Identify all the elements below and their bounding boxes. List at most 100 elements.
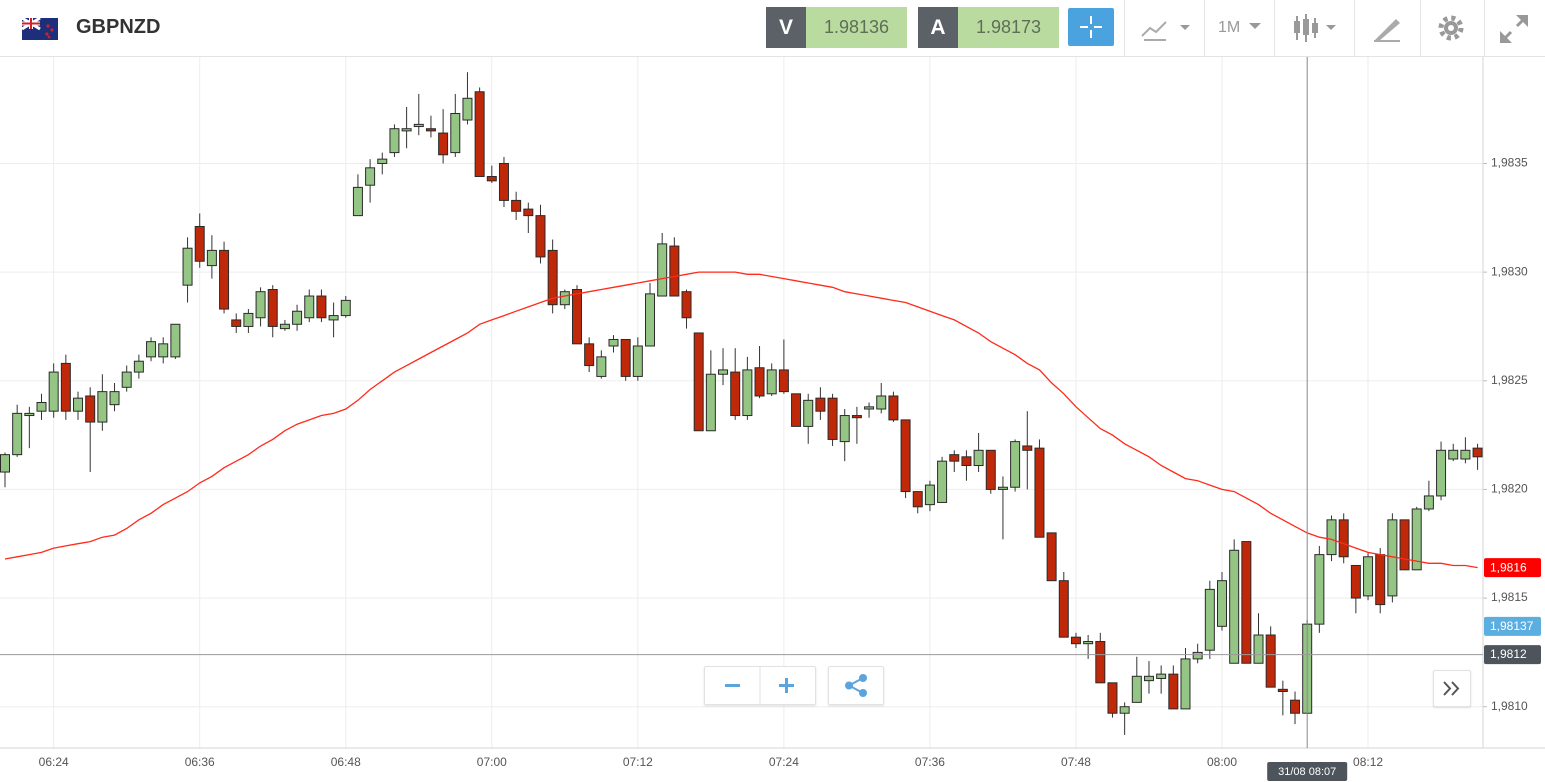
candle-body [1290,699,1301,714]
candle-body [1131,675,1142,703]
settings-button[interactable] [1436,13,1466,43]
chart-type-button[interactable] [1138,14,1194,42]
candle-body [864,406,875,410]
candle-body [304,295,315,319]
x-tick-label: 07:12 [623,755,653,769]
candle-body [511,199,522,212]
candle-body [109,391,120,406]
candle-body [669,245,680,297]
y-tick-label: 1,9815 [1491,590,1528,604]
candle-body [401,128,412,132]
candle-body [718,369,729,375]
candle-body [1217,580,1227,627]
candle-body [352,186,363,217]
candle-body [1046,532,1057,582]
candle-body [547,249,558,306]
candle-body [924,484,935,506]
crosshair-price-box [1484,645,1541,665]
candle-body [1010,441,1021,488]
scroll-end-button[interactable] [1433,670,1471,707]
candle-body [523,208,534,217]
sell-price: 1.98136 [806,7,907,48]
x-tick-label: 06:24 [39,755,69,769]
candle-body [1022,445,1033,451]
candle-body [1095,641,1106,684]
share-button[interactable] [828,666,884,705]
candle-body [1070,636,1081,645]
candle-body [36,402,47,412]
candle-body [121,371,132,388]
sell-button[interactable]: V 1.98136 [766,7,907,48]
flag-icon [22,18,58,40]
candle-body [1204,588,1215,651]
candle-body [292,310,303,325]
candle-body [97,391,108,423]
candle-body [1119,706,1130,714]
candle-body [486,176,497,182]
candle-body [1156,673,1167,679]
candle-body [657,243,668,297]
candle-body [1265,634,1276,688]
candle-body [937,460,948,503]
buy-button[interactable]: A 1.98173 [918,7,1059,48]
y-tick-label: 1,9835 [1491,156,1528,170]
x-tick-label: 06:48 [331,755,361,769]
buy-price: 1.98173 [958,7,1059,48]
candle-type-button[interactable] [1290,12,1346,44]
candle-body [73,397,84,412]
candle-body [997,486,1008,490]
zoom-controls [704,666,816,705]
crosshair-time-label: 31/08 08:07 [1278,766,1336,778]
candle-body [705,373,716,432]
fullscreen-button[interactable] [1498,13,1530,45]
candle-body [632,345,643,377]
candle-body [24,412,35,417]
candle-body [876,395,887,410]
candle-body [194,225,205,262]
candle-body [1192,651,1203,660]
candle-body [0,454,10,473]
candle-body [1472,447,1483,458]
crosshair-time-box [1267,762,1348,781]
candle-body [949,454,960,462]
candle-body [1277,688,1288,693]
candle-body [1436,449,1447,497]
candle-body [182,247,193,286]
candle-body [1143,675,1154,682]
candle-body [60,362,71,412]
candle-body [12,412,23,456]
zoom-in-button[interactable] [779,678,794,693]
candle-body [48,371,59,412]
x-tick-label: 07:24 [769,755,799,769]
candle-body [267,289,278,327]
candle-body [377,158,388,164]
candle-body [1083,641,1094,645]
candle-body [888,395,899,421]
candle-body [206,249,217,267]
draw-tools-button[interactable] [1372,14,1402,42]
candle-body [438,132,449,156]
candle-body [803,399,814,427]
candle-body [1168,673,1179,710]
candle-body [766,369,777,395]
candles [0,72,1483,735]
timeframe-button[interactable]: 1M [1218,19,1241,36]
candle-body [645,293,656,347]
x-tick-label: 08:12 [1353,755,1383,769]
candle-body [474,91,485,178]
crosshair-button[interactable] [1068,8,1114,46]
candle-body [340,299,351,317]
candle-body [693,332,704,432]
candle-body [146,341,157,358]
price-marker-box [1484,558,1541,578]
candle-body [279,323,290,330]
candle-body [1229,549,1240,664]
price-marker-box [1484,616,1541,636]
candle-body [462,97,473,121]
candle-body [1448,449,1459,460]
candle-body [1253,634,1264,664]
candle-body [778,369,789,393]
candle-body [596,356,607,377]
dropdown-arrow [1249,23,1261,29]
